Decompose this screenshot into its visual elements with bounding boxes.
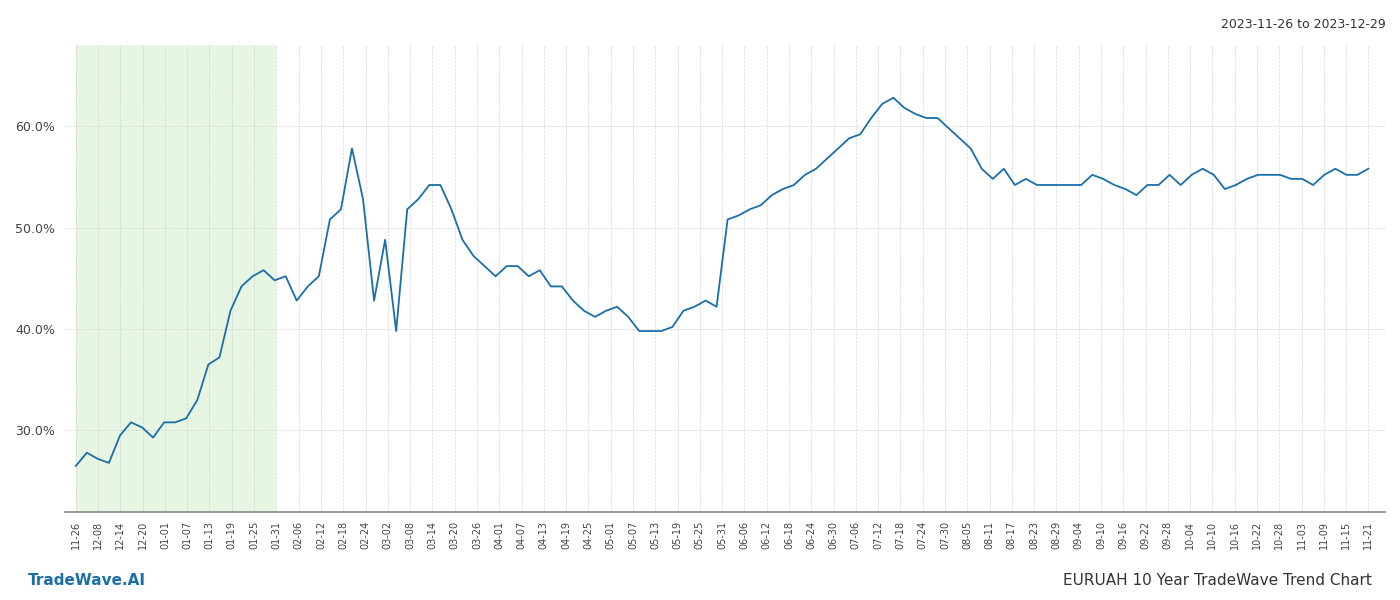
Bar <box>76 45 276 512</box>
Text: EURUAH 10 Year TradeWave Trend Chart: EURUAH 10 Year TradeWave Trend Chart <box>1063 573 1372 588</box>
Text: TradeWave.AI: TradeWave.AI <box>28 573 146 588</box>
Text: 2023-11-26 to 2023-12-29: 2023-11-26 to 2023-12-29 <box>1221 18 1386 31</box>
